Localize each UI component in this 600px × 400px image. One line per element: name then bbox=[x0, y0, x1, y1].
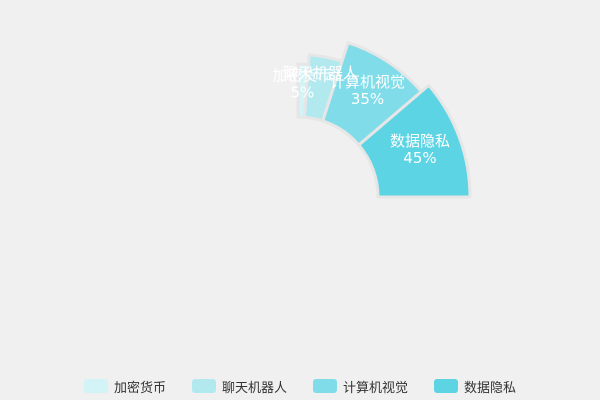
legend: 加密货币 聊天机器人 计算机视觉 数据隐私 bbox=[0, 376, 600, 396]
slice-label-percent-vision: 35% bbox=[351, 90, 384, 108]
legend-item-vision[interactable]: 计算机视觉 bbox=[313, 377, 408, 396]
slice-vision[interactable] bbox=[321, 41, 423, 147]
slice-label-percent-crypto: 5% bbox=[290, 84, 314, 102]
legend-item-privacy[interactable]: 数据隐私 bbox=[434, 377, 516, 396]
slice-label-name-vision: 计算机视觉 bbox=[330, 73, 405, 91]
legend-label-chatbot: 聊天机器人 bbox=[221, 380, 287, 396]
legend-swatch-crypto bbox=[83, 379, 108, 393]
slice-label-name-privacy: 数据隐私 bbox=[390, 132, 450, 150]
legend-label-crypto: 加密货币 bbox=[113, 380, 166, 396]
slices-group bbox=[296, 41, 472, 199]
slice-privacy[interactable] bbox=[357, 83, 472, 199]
legend-label-privacy: 数据隐私 bbox=[464, 380, 517, 396]
legend-swatch-chatbot bbox=[191, 379, 216, 393]
slice-label-name-chatbot: 聊天机器人 bbox=[283, 64, 358, 82]
slice-label-name-crypto: 加密货币 bbox=[272, 67, 332, 85]
legend-item-chatbot[interactable]: 聊天机器人 bbox=[191, 377, 287, 396]
legend-label-vision: 计算机视觉 bbox=[343, 380, 409, 396]
legend-swatch-vision bbox=[313, 379, 337, 393]
legend-swatch-privacy bbox=[434, 379, 459, 393]
slice-label-percent-privacy: 45% bbox=[403, 149, 436, 167]
legend-item-crypto[interactable]: 加密货币 bbox=[83, 377, 166, 396]
